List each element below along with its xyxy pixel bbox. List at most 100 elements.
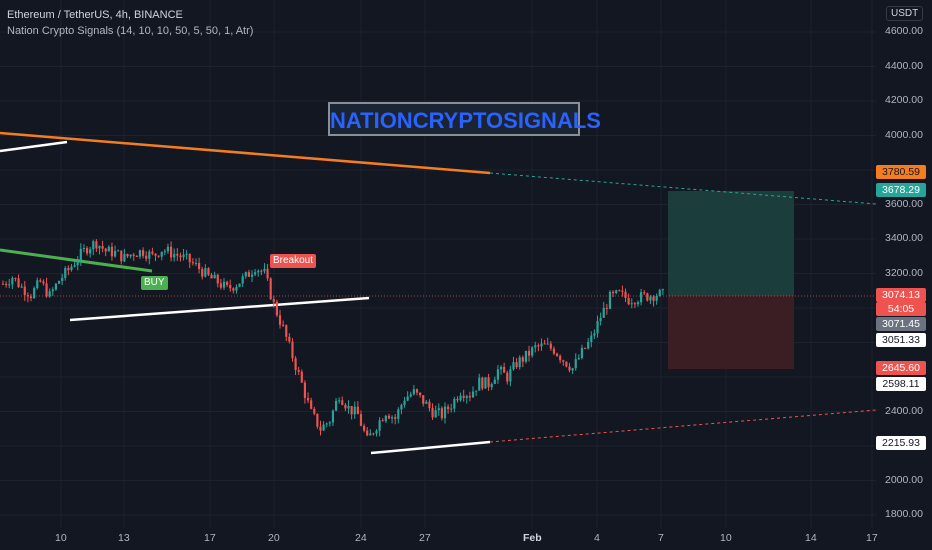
- candle-body: [5, 283, 8, 285]
- time-axis-label: Feb: [523, 532, 542, 544]
- candle-body: [574, 359, 577, 369]
- candle-body: [241, 276, 244, 284]
- chart-canvas[interactable]: Ethereum / TetherUS, 4h, BINANCE Nation …: [0, 0, 876, 528]
- candle-body: [605, 307, 608, 309]
- candle-body: [207, 268, 210, 275]
- candle-body: [257, 270, 260, 273]
- candle-body: [107, 246, 110, 252]
- candle-body: [297, 370, 300, 372]
- candle-body: [79, 248, 82, 261]
- candle-body: [524, 350, 528, 362]
- candle-body: [216, 274, 219, 284]
- candle-body: [70, 266, 73, 271]
- candle-body: [151, 251, 154, 254]
- candle-body: [611, 291, 615, 294]
- candle-body: [599, 317, 602, 322]
- candle-body: [518, 357, 521, 368]
- candle-body: [154, 253, 157, 256]
- indicator-legend[interactable]: Nation Crypto Signals (14, 10, 10, 50, 5…: [7, 25, 254, 37]
- candle-body: [73, 265, 76, 267]
- candle-body: [387, 415, 391, 419]
- candle-body: [450, 408, 453, 410]
- candle-body: [434, 410, 437, 418]
- candle-body: [409, 394, 412, 397]
- candle-body: [36, 280, 39, 289]
- candle-body: [157, 255, 160, 257]
- time-axis-label: 20: [268, 532, 280, 544]
- candle-body: [394, 417, 397, 419]
- candle-body: [503, 366, 506, 373]
- candle-body: [39, 280, 42, 282]
- candle-body: [45, 283, 48, 297]
- candle-body: [173, 253, 176, 258]
- candle-body: [235, 286, 238, 291]
- candle-body: [583, 347, 587, 349]
- candle-body: [602, 307, 605, 318]
- candle-body: [160, 251, 163, 257]
- candle-body: [562, 360, 565, 362]
- candle-body: [191, 262, 194, 264]
- candle-body: [194, 262, 198, 264]
- price-tag-last: 3071.45: [876, 317, 926, 331]
- breakout-badge: Breakout: [270, 254, 317, 268]
- candle-body: [269, 278, 272, 300]
- candle-body: [428, 401, 431, 409]
- candle-body: [319, 426, 322, 431]
- candle-body: [76, 260, 79, 266]
- time-axis[interactable]: 10 13 17 20 24 27 Feb 4 7 10 14 17: [0, 528, 878, 550]
- candle-body: [300, 371, 303, 383]
- candle-body: [222, 281, 226, 288]
- white-support-line: [69, 296, 370, 322]
- candle-body: [403, 400, 406, 406]
- candle-body: [640, 292, 643, 303]
- candle-body: [110, 246, 114, 257]
- candle-body: [462, 395, 465, 398]
- candle-body: [145, 255, 148, 259]
- candle-body: [51, 289, 54, 292]
- candle-body: [412, 389, 415, 395]
- candle-body: [57, 280, 61, 284]
- white-trendline-top: [0, 140, 68, 153]
- candle-body: [366, 430, 369, 436]
- candle-body: [555, 353, 559, 356]
- candle-body: [422, 395, 425, 404]
- candle-body: [104, 248, 107, 252]
- candle-body: [506, 372, 509, 382]
- price-tag-current: 3074.13: [876, 288, 926, 302]
- candle-body: [478, 377, 481, 391]
- candle-body: [378, 420, 381, 431]
- candle-body: [646, 293, 649, 301]
- time-axis-label: 14: [805, 532, 817, 544]
- candle-body: [188, 253, 191, 263]
- candle-body: [658, 290, 661, 296]
- candle-body: [29, 296, 33, 298]
- candle-body: [26, 295, 29, 297]
- candle-body: [8, 284, 11, 286]
- candle-body: [655, 295, 658, 301]
- candle-body: [1, 283, 5, 285]
- candle-body: [54, 283, 58, 290]
- candle-body: [459, 395, 462, 401]
- candle-body: [135, 256, 138, 258]
- candle-body: [341, 400, 344, 405]
- candle-body: [132, 254, 135, 257]
- candle-body: [499, 366, 503, 370]
- candle-body: [219, 283, 222, 288]
- candle-body: [238, 283, 241, 287]
- green-trendline: [0, 248, 153, 273]
- currency-label[interactable]: USDT: [886, 6, 924, 21]
- candle-body: [263, 268, 266, 272]
- candle-body: [17, 278, 20, 288]
- candle-body: [425, 401, 428, 404]
- candle-body: [375, 430, 378, 434]
- candle-body: [440, 408, 443, 419]
- candle-body: [101, 246, 104, 249]
- candle-body: [169, 246, 173, 258]
- candle-body: [481, 377, 484, 389]
- price-axis[interactable]: 4600.00 4400.00 4200.00 4000.00 3600.00 3400.…: [876, 0, 932, 550]
- candle-body: [615, 290, 618, 294]
- candle-body: [123, 253, 126, 262]
- symbol-title[interactable]: Ethereum / TetherUS, 4h, BINANCE: [7, 9, 183, 21]
- candle-body: [509, 369, 512, 382]
- candle-body: [163, 251, 166, 253]
